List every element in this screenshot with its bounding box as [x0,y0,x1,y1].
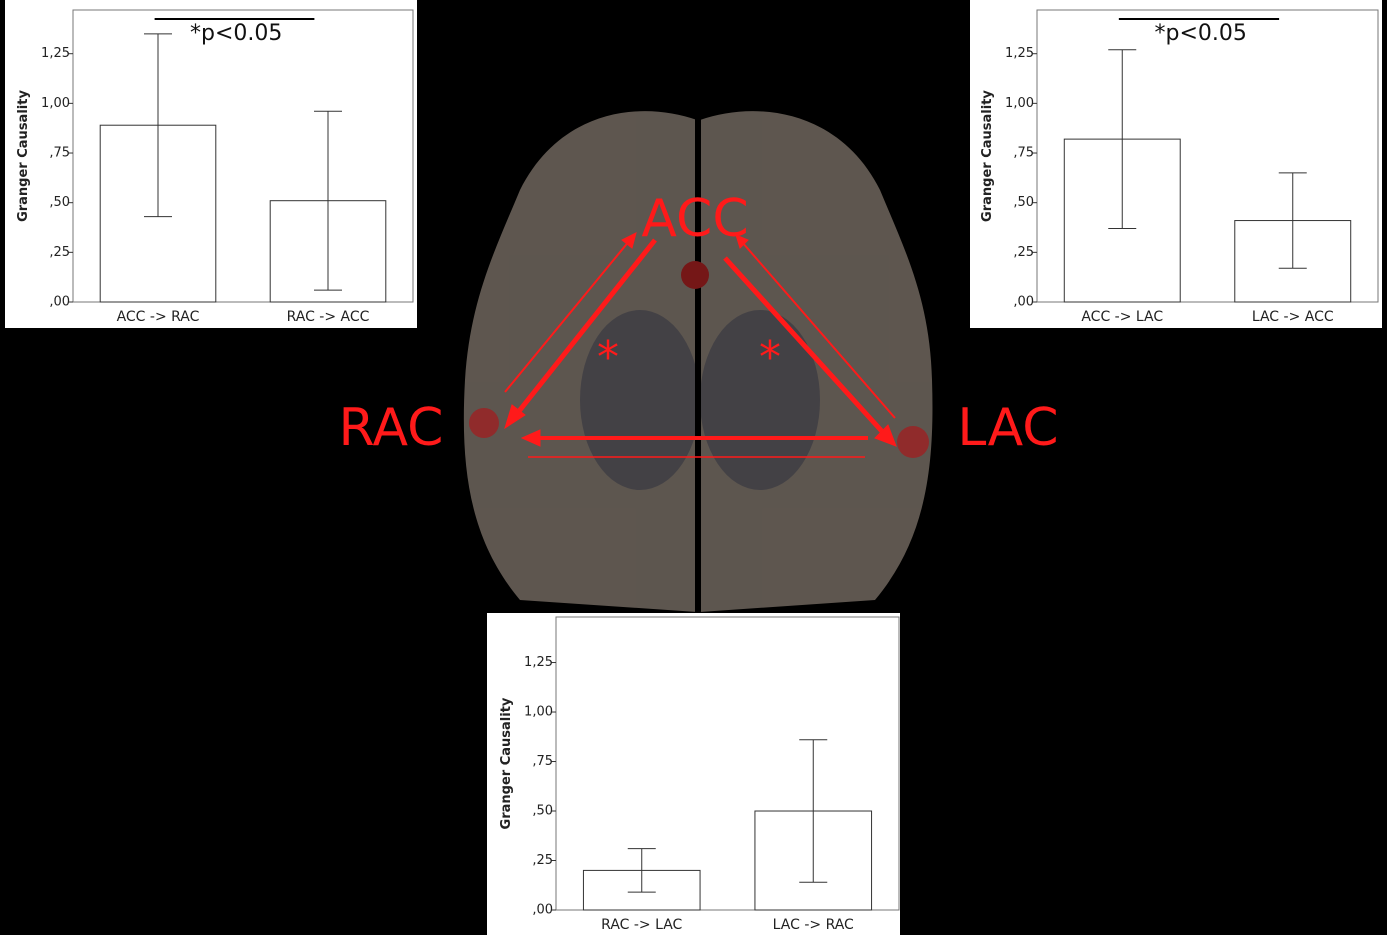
y-tick-label: ,00 [49,295,70,310]
y-tick-label: ,25 [49,245,70,260]
y-tick-label: 1,25 [41,46,70,61]
y-tick-label: ,75 [1013,146,1034,161]
figure: ACC RAC LAC * * ,00 ,25 ,50 ,75 1,00 1,25 Gran… [0,0,1387,935]
y-tick-label: ,00 [532,903,553,918]
region [897,426,929,458]
significance-marker: * [597,332,619,383]
y-tick-label: 1,00 [1005,96,1034,111]
y-axis-label: Granger Causality [499,697,514,829]
x-tick-label: RAC -> ACC [287,309,370,325]
significance-marker: * [759,332,781,383]
node-label: ACC [641,189,748,249]
x-tick-label: LAC -> RAC [773,917,854,933]
x-tick-label: ACC -> LAC [1081,309,1163,325]
y-tick-label: ,25 [1013,245,1034,260]
annotation: *p<0.05 [1154,21,1246,46]
node-label: LAC [957,398,1058,458]
y-tick-label: 1,00 [41,96,70,111]
brain [464,110,933,612]
y-axis-label: Granger Causality [16,90,31,222]
y-tick-label: ,75 [532,754,553,769]
y-tick-label: 1,25 [1005,46,1034,61]
region [681,261,709,289]
y-axis-label: Granger Causality [980,90,995,222]
page: ACC RAC LAC * * ,00 ,25 ,50 ,75 1,00 1,25 Gran… [0,0,1387,935]
y-tick-label: ,50 [1013,195,1034,210]
y-tick-label: 1,00 [524,705,553,720]
y-tick-label: ,25 [532,853,553,868]
y-tick-label: ,75 [49,146,70,161]
x-tick-label: LAC -> ACC [1252,309,1334,325]
region [469,408,499,438]
x-tick-label: RAC -> LAC [601,917,682,933]
node-label: RAC [339,398,444,458]
y-tick-label: ,00 [1013,295,1034,310]
y-tick-label: 1,25 [524,655,553,670]
y-tick-label: ,50 [49,195,70,210]
annotation: *p<0.05 [190,21,282,46]
x-tick-label: ACC -> RAC [117,309,200,325]
y-tick-label: ,50 [532,804,553,819]
